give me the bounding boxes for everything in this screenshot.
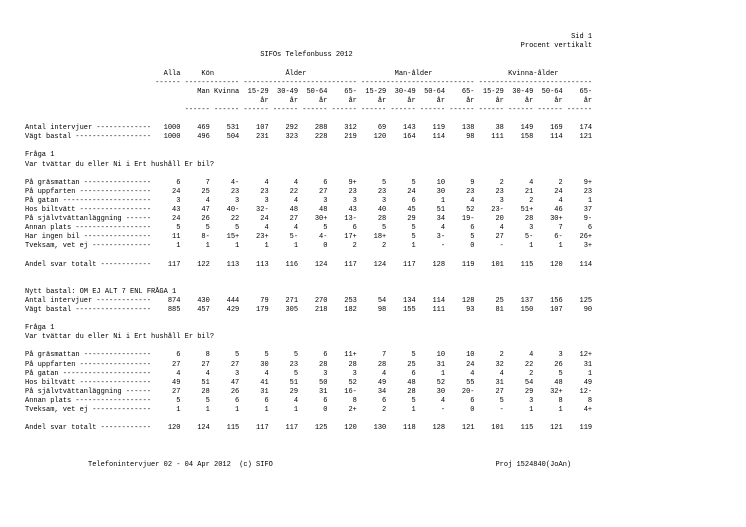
report-page: Sid 1 Procent vertikalt SI [25,33,721,470]
